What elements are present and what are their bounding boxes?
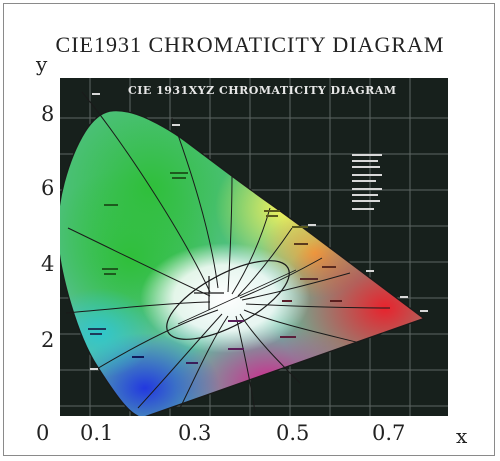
region-labels bbox=[88, 172, 342, 364]
y-axis-label: y bbox=[36, 52, 48, 76]
x-tick-label: 0.5 bbox=[276, 421, 310, 445]
x-tick-label: 0 bbox=[36, 421, 50, 445]
y-tick-label: 8 bbox=[41, 102, 55, 126]
white-region-ellipse bbox=[166, 260, 297, 340]
x-tick-label: 0.7 bbox=[372, 421, 406, 445]
inner-chart-title: CIE 1931XYZ CHROMATICITY DIAGRAM bbox=[128, 84, 397, 97]
chromaticity-plot bbox=[60, 78, 448, 416]
wavelength-markers bbox=[90, 93, 428, 370]
y-tick-label: 6 bbox=[41, 176, 55, 200]
y-tick-label: 4 bbox=[41, 252, 55, 276]
color-gamut-fill bbox=[60, 110, 424, 416]
chart-title: CIE1931 CHROMATICITY DIAGRAM bbox=[55, 32, 445, 57]
x-tick-label: 0.3 bbox=[178, 421, 212, 445]
color-region-boundaries bbox=[65, 91, 391, 413]
chart-panel: CIE 1931XYZ CHROMATICITY DIAGRAM bbox=[60, 78, 448, 416]
spectral-locus-outline bbox=[60, 109, 426, 416]
x-axis-label: x bbox=[456, 424, 468, 448]
x-tick-label: 0.1 bbox=[80, 421, 114, 445]
legend-text-block bbox=[352, 154, 382, 210]
y-tick-label: 2 bbox=[41, 328, 55, 352]
white-point-marker bbox=[194, 276, 224, 310]
